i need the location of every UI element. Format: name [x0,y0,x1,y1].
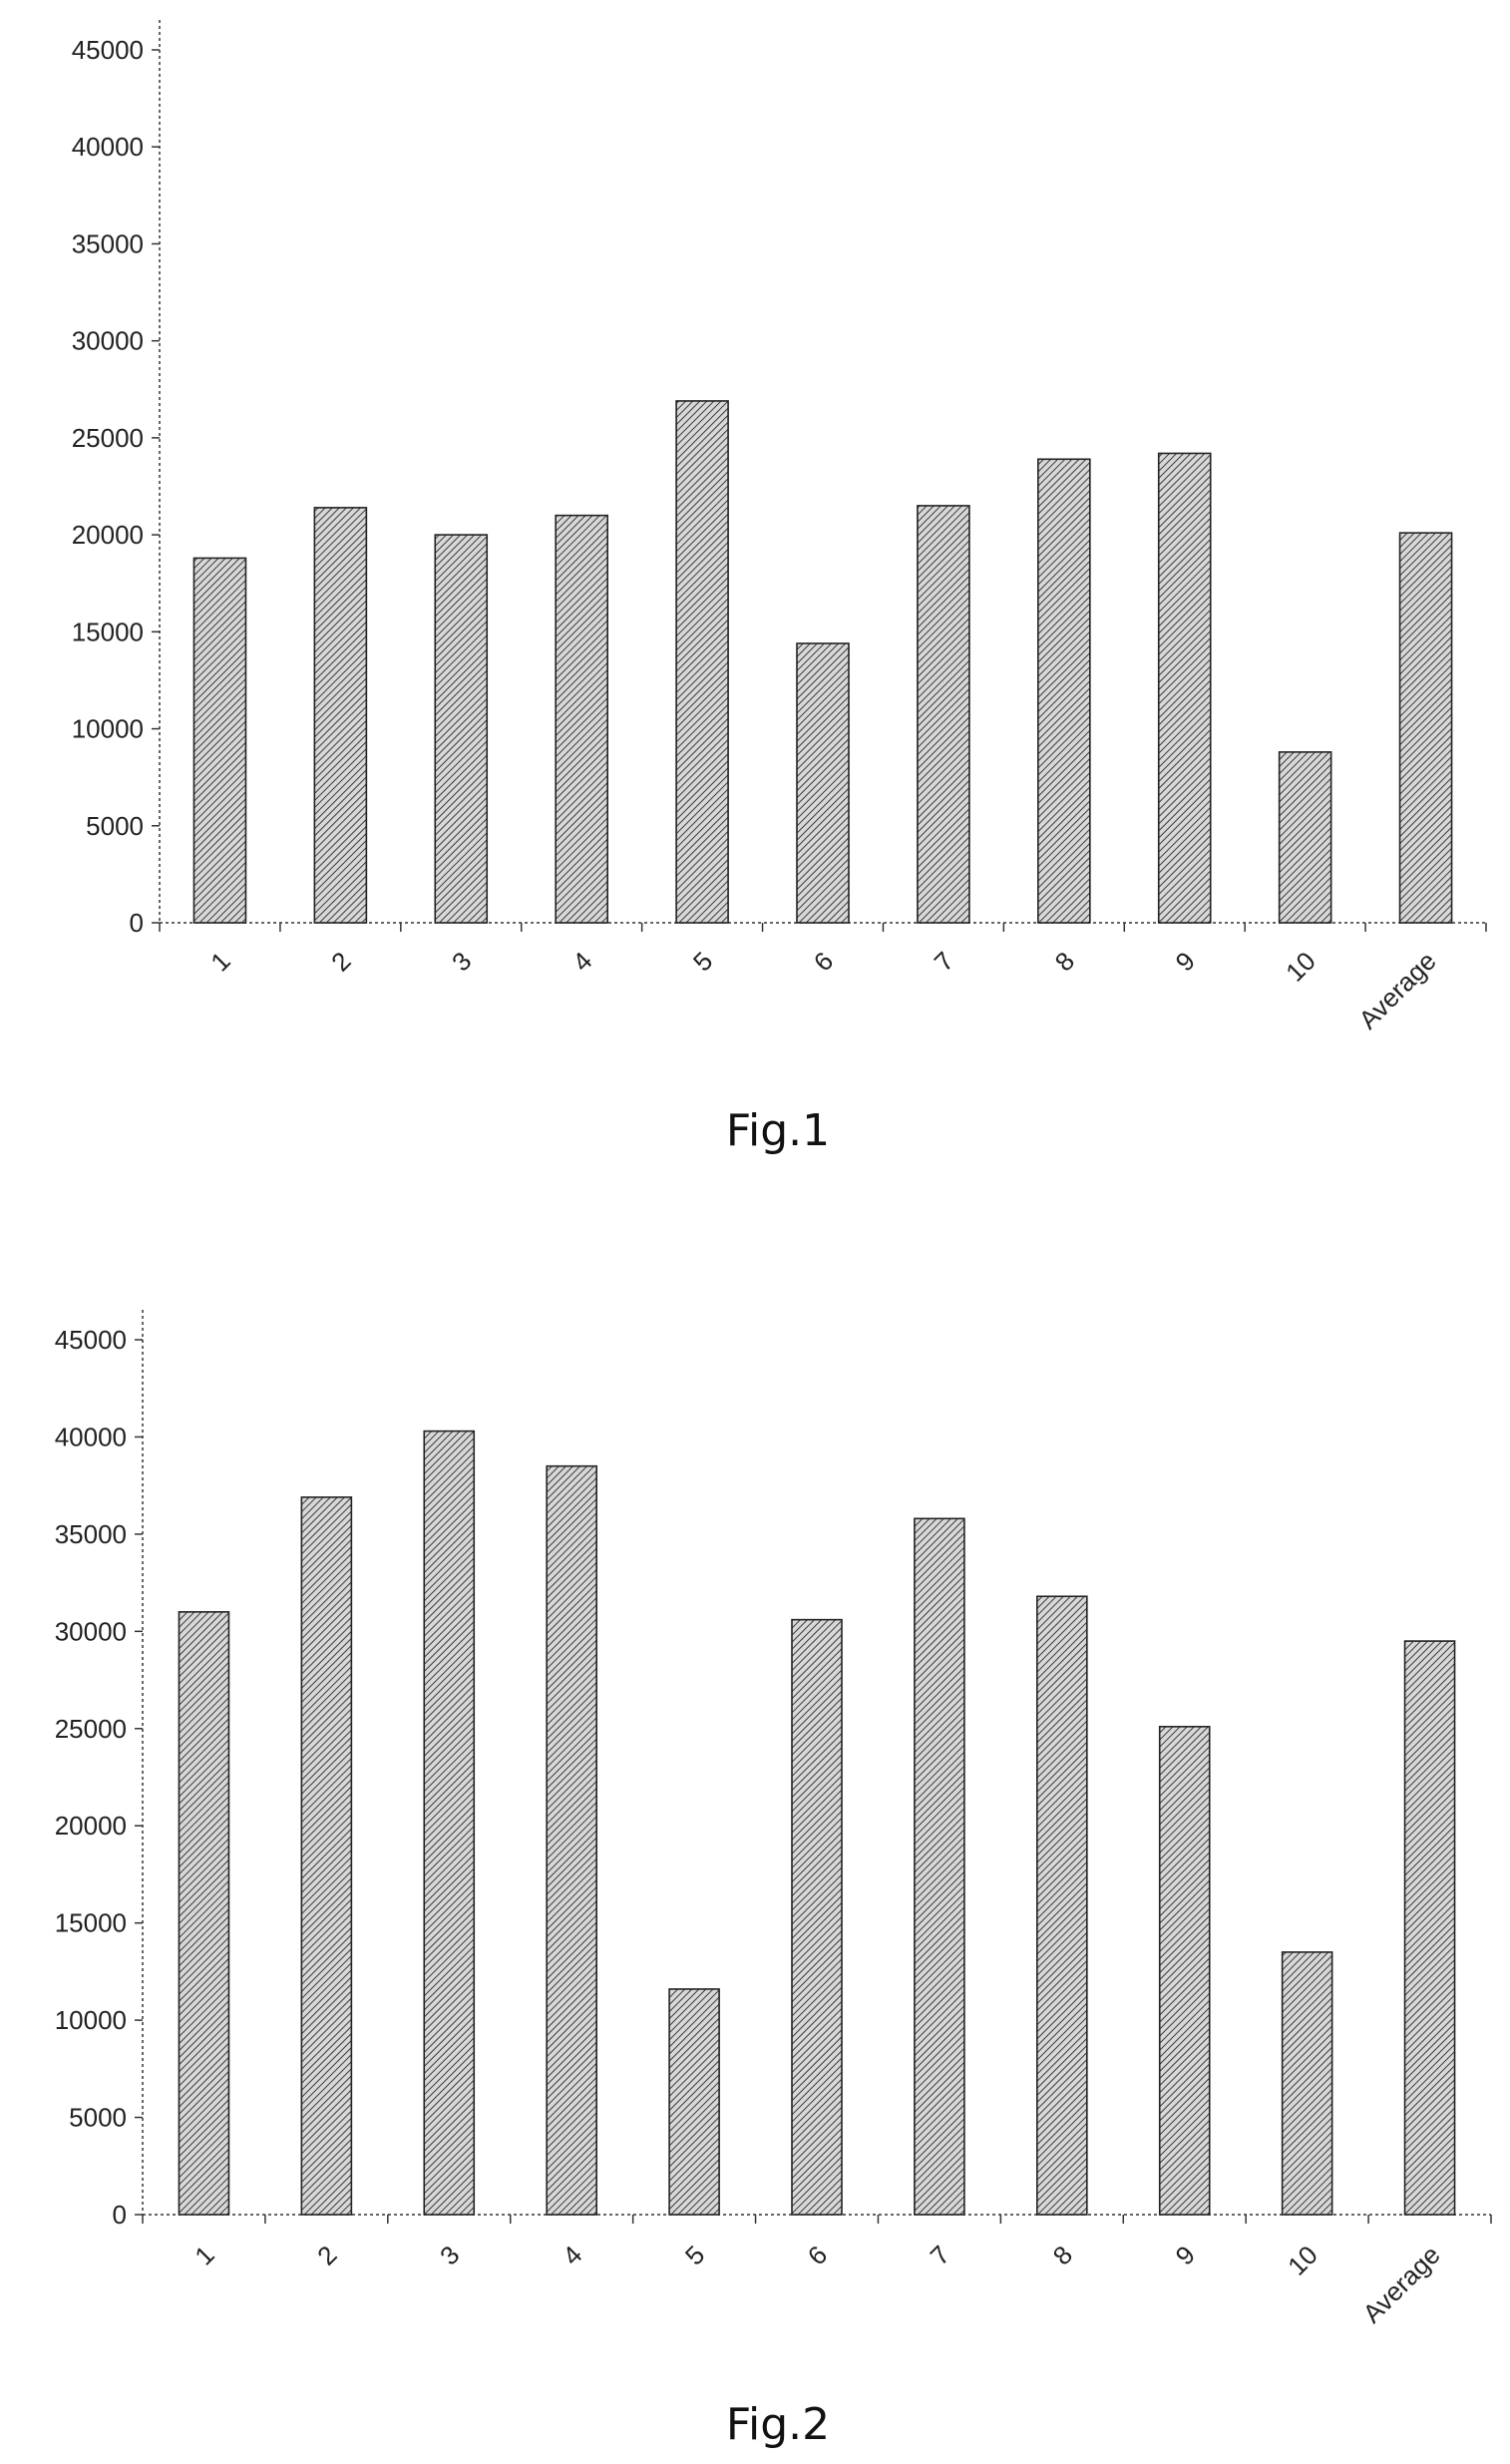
y-tick-label: 35000 [55,1519,127,1549]
x-tick-label: 1 [189,2240,219,2270]
x-tick-label: 6 [808,946,839,977]
bar-7 [917,505,970,924]
x-tick-label: 8 [1049,946,1080,977]
x-tick-label: 4 [566,946,597,977]
bar-7 [914,1517,965,2216]
x-tick-label: 1 [204,946,235,977]
x-tick-label: 5 [679,2240,710,2270]
bar-3 [423,1430,476,2216]
x-tick-label: 3 [434,2240,465,2270]
x-tick-label: 3 [446,946,477,977]
y-tick-label: 10000 [72,714,144,744]
bar-average [1398,532,1453,924]
bar-8 [1036,1595,1088,2216]
y-tick-label: 15000 [55,1908,127,1938]
x-tick-label: 7 [929,946,959,977]
bar-6 [796,642,850,924]
x-tick-label: 7 [925,2240,955,2270]
y-tick-label: 10000 [55,2005,127,2035]
y-tick-label: 30000 [72,326,144,356]
figure-caption-2: Fig.2 [726,2399,830,2450]
bar-2 [300,1496,353,2216]
x-tick-label: 9 [1170,946,1201,977]
bar-4 [546,1464,597,2216]
y-tick-label: 30000 [55,1616,127,1646]
chart-fig-2: 0 5000 10000 15000 20000 25000 30000 35000 40000… [55,1310,1492,2328]
bar-1 [178,1611,230,2216]
x-tick-label: Average [1356,2240,1445,2328]
chart-fig-1: 0 5000 10000 15000 20000 25000 30000 35000 40000… [72,20,1487,1034]
x-tick-label: Average [1352,946,1441,1034]
bar-1 [192,557,247,924]
x-tick-label: 8 [1047,2240,1078,2270]
bar-average [1403,1640,1456,2216]
x-tick-label: 5 [687,946,718,977]
x-tick-label: 2 [311,2240,342,2270]
figure-caption-1: Fig.1 [726,1105,830,1156]
bar-3 [434,534,489,924]
bar-5 [668,1988,720,2216]
x-tick-label: 4 [557,2240,587,2270]
y-tick-label: 5000 [69,2103,127,2133]
x-tick-label: 10 [1282,2240,1323,2281]
bar-6 [791,1618,843,2216]
bar-2 [313,507,368,924]
y-tick-label: 20000 [72,520,144,550]
x-tick-label: 2 [325,946,356,977]
bar-10 [1281,1951,1333,2216]
y-tick-label: 40000 [55,1422,127,1451]
y-tick-label: 40000 [72,132,144,162]
bar-10 [1278,751,1332,924]
y-tick-label: 20000 [55,1811,127,1841]
x-tick-label: 6 [802,2240,833,2270]
y-tick-label: 0 [113,2200,127,2230]
x-tick-label: 9 [1170,2240,1201,2270]
y-tick-label: 5000 [86,811,144,841]
y-tick-label: 25000 [72,423,144,453]
y-tick-label: 15000 [72,616,144,646]
y-tick-label: 45000 [72,35,144,65]
bar-9 [1158,1726,1211,2216]
x-tick-label: 10 [1280,946,1321,988]
bar-9 [1157,452,1212,924]
y-tick-label: 35000 [72,228,144,258]
y-tick-label: 25000 [55,1714,127,1744]
bar-8 [1037,458,1091,924]
y-tick-label: 45000 [55,1325,127,1355]
bar-4 [555,514,608,924]
y-tick-label: 0 [130,908,144,938]
bar-5 [675,400,729,924]
